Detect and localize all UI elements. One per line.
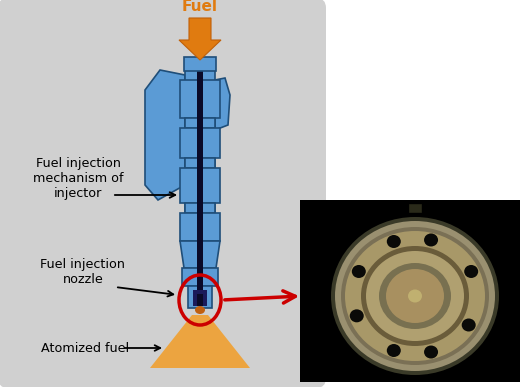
Ellipse shape	[461, 319, 476, 332]
Polygon shape	[145, 70, 185, 200]
Ellipse shape	[408, 289, 422, 303]
Text: Atomized fuel: Atomized fuel	[41, 341, 129, 354]
Bar	[185, 118, 215, 128]
Polygon shape	[150, 315, 250, 368]
Ellipse shape	[350, 309, 364, 322]
Ellipse shape	[366, 251, 464, 341]
Bar	[197, 58, 203, 306]
Bar	[180, 128, 220, 158]
Bar	[188, 286, 212, 308]
Ellipse shape	[335, 221, 495, 371]
FancyBboxPatch shape	[0, 0, 326, 387]
Ellipse shape	[341, 227, 489, 365]
Ellipse shape	[387, 344, 401, 357]
Ellipse shape	[387, 235, 401, 248]
Ellipse shape	[464, 265, 478, 278]
FancyBboxPatch shape	[408, 203, 422, 213]
Bar	[193, 290, 197, 306]
Bar	[182, 268, 218, 286]
Bar	[185, 203, 215, 213]
Text: Fuel injection
mechanism of
injector: Fuel injection mechanism of injector	[33, 156, 123, 200]
Bar	[185, 158, 215, 168]
Ellipse shape	[331, 217, 499, 375]
Polygon shape	[180, 241, 220, 268]
Polygon shape	[215, 78, 230, 130]
Bar	[180, 80, 220, 118]
Bar	[203, 290, 207, 306]
Bar	[300, 200, 520, 382]
Ellipse shape	[379, 263, 451, 329]
FancyArrow shape	[179, 18, 221, 60]
Ellipse shape	[345, 231, 485, 361]
Ellipse shape	[195, 306, 205, 314]
Ellipse shape	[424, 346, 438, 358]
Text: Fuel injection
nozzle: Fuel injection nozzle	[40, 258, 125, 286]
Bar	[185, 58, 215, 268]
Ellipse shape	[361, 246, 469, 346]
Bar	[180, 213, 220, 241]
Text: Fuel: Fuel	[182, 0, 218, 14]
Bar	[193, 290, 207, 294]
Ellipse shape	[424, 233, 438, 247]
Bar	[184, 57, 216, 71]
Ellipse shape	[352, 265, 366, 278]
Ellipse shape	[386, 269, 444, 323]
Bar	[180, 168, 220, 203]
